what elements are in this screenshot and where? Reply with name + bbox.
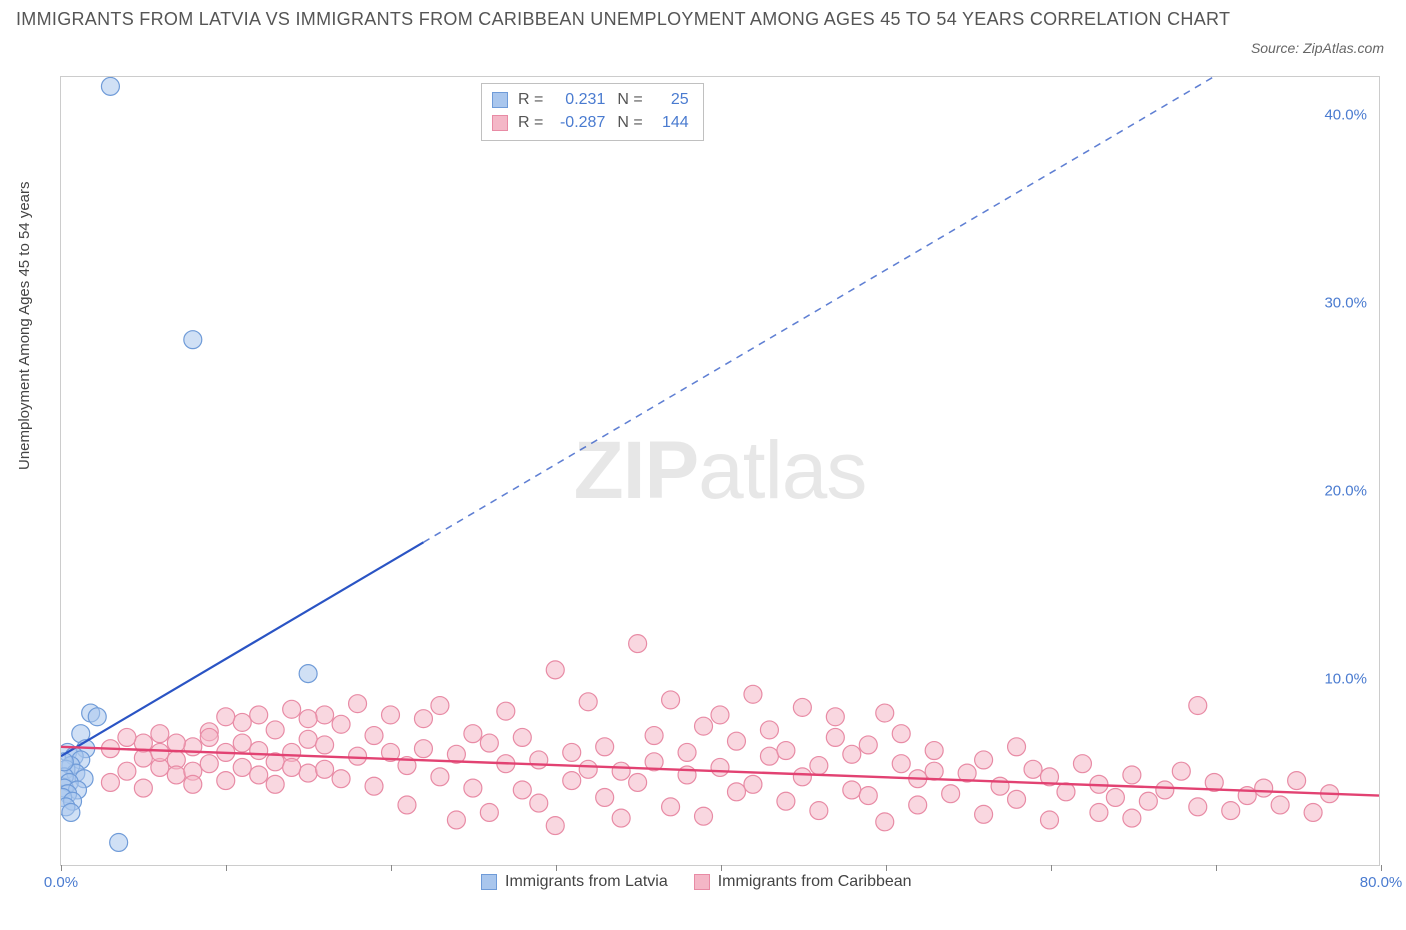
legend-label-latvia: Immigrants from Latvia (505, 873, 668, 891)
x-tick-mark (721, 865, 722, 871)
r-label: R = (518, 88, 543, 111)
x-axis-legend: Immigrants from Latvia Immigrants from C… (481, 873, 912, 891)
x-tick-mark (226, 865, 227, 871)
y-tick-40: 40.0% (1324, 106, 1367, 123)
legend-swatch-caribbean (694, 874, 710, 890)
r-label: R = (518, 111, 543, 134)
stats-row-latvia: R = 0.231 N = 25 (492, 88, 689, 111)
y-tick-10: 10.0% (1324, 670, 1367, 687)
r-value-caribbean: -0.287 (549, 111, 605, 134)
scatter-plot (61, 77, 1379, 865)
stats-legend-box: R = 0.231 N = 25 R = -0.287 N = 144 (481, 83, 704, 141)
n-label: N = (617, 88, 642, 111)
x-tick-mark (1381, 865, 1382, 871)
r-value-latvia: 0.231 (549, 88, 605, 111)
x-tick-0: 0.0% (44, 874, 78, 891)
n-value-latvia: 25 (649, 88, 689, 111)
x-tick-mark (1051, 865, 1052, 871)
source-attribution: Source: ZipAtlas.com (1251, 40, 1384, 56)
n-value-caribbean: 144 (649, 111, 689, 134)
swatch-caribbean (492, 115, 508, 131)
y-tick-30: 30.0% (1324, 294, 1367, 311)
stats-row-caribbean: R = -0.287 N = 144 (492, 111, 689, 134)
x-tick-mark (391, 865, 392, 871)
chart-container: ZIPatlas R = 0.231 N = 25 R = -0.287 N =… (60, 76, 1380, 866)
swatch-latvia (492, 92, 508, 108)
legend-item-latvia: Immigrants from Latvia (481, 873, 668, 891)
x-tick-mark (556, 865, 557, 871)
chart-title: IMMIGRANTS FROM LATVIA VS IMMIGRANTS FRO… (16, 6, 1390, 33)
legend-label-caribbean: Immigrants from Caribbean (718, 873, 912, 891)
x-tick-mark (61, 865, 62, 871)
x-tick-mark (886, 865, 887, 871)
legend-item-caribbean: Immigrants from Caribbean (694, 873, 912, 891)
y-axis-label: Unemployment Among Ages 45 to 54 years (16, 181, 33, 470)
x-tick-80: 80.0% (1360, 874, 1403, 891)
x-tick-mark (1216, 865, 1217, 871)
y-tick-20: 20.0% (1324, 482, 1367, 499)
legend-swatch-latvia (481, 874, 497, 890)
n-label: N = (617, 111, 642, 134)
